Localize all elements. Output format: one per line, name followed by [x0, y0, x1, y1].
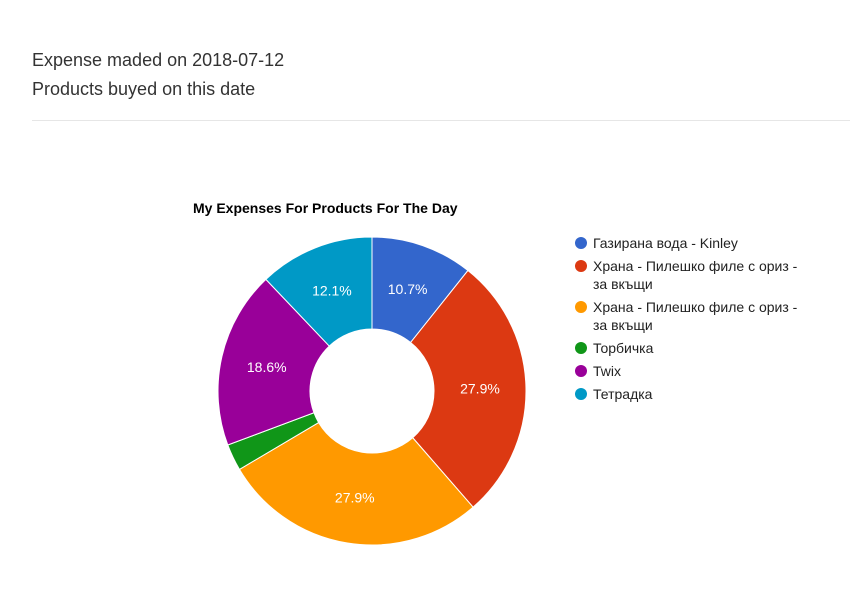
legend-item-0[interactable]: Газирана вода - Kinley [575, 234, 805, 252]
legend-swatch [575, 388, 587, 400]
slice-2[interactable] [238, 421, 474, 546]
legend-item-4[interactable]: Twix [575, 362, 805, 380]
slice-5[interactable] [265, 236, 373, 347]
slice-4[interactable] [217, 278, 330, 446]
slice-label-4: 18.6% [247, 359, 287, 375]
slice-label-5: 12.1% [312, 283, 352, 299]
legend-item-3[interactable]: Торбичка [575, 339, 805, 357]
chart-legend: Газирана вода - Kinley Храна - Пилешко фи… [575, 234, 805, 408]
slice-labels-group: 10.7% 27.9% 27.9% 18.6% 12.1% [247, 281, 500, 506]
legend-label: Храна - Пилешко филе с ориз - за вкъщи [593, 299, 798, 333]
legend-swatch [575, 237, 587, 249]
divider [32, 120, 850, 121]
legend-label: Газирана вода - Kinley [593, 235, 738, 251]
legend-item-2[interactable]: Храна - Пилешко филе с ориз - за вкъщи [575, 298, 805, 334]
slice-label-2: 27.9% [335, 490, 375, 506]
legend-swatch [575, 301, 587, 313]
legend-label: Тетрадка [593, 386, 653, 402]
page-header: Expense maded on 2018-07-12 Products buy… [32, 46, 284, 104]
legend-swatch [575, 365, 587, 377]
legend-swatch [575, 342, 587, 354]
slice-label-1: 27.9% [460, 381, 500, 397]
slices-group [217, 236, 527, 546]
legend-label: Twix [593, 363, 621, 379]
slice-1[interactable] [409, 269, 527, 508]
chart-title: My Expenses For Products For The Day [193, 200, 458, 216]
slice-label-0: 10.7% [388, 281, 428, 297]
legend-item-5[interactable]: Тетрадка [575, 385, 805, 403]
expense-date-text: Expense maded on 2018-07-12 [32, 50, 285, 70]
legend-label: Торбичка [593, 340, 654, 356]
products-subtitle: Products buyed on this date [32, 79, 256, 99]
legend-label: Храна - Пилешко филе с ориз - за вкъщи [593, 258, 798, 292]
legend-swatch [575, 260, 587, 272]
legend-item-1[interactable]: Храна - Пилешко филе с ориз - за вкъщи [575, 257, 805, 293]
